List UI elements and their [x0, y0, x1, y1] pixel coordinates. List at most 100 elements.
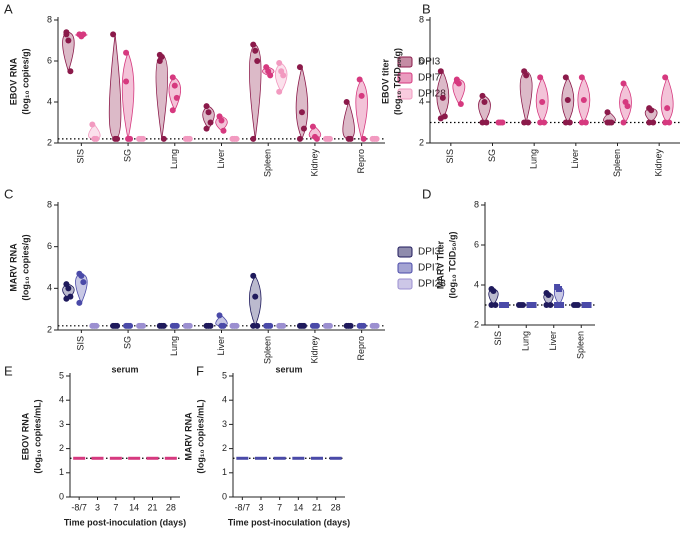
point — [479, 92, 486, 99]
y-label: MARV Titer — [435, 240, 445, 289]
x-tick-label: 21 — [147, 502, 157, 512]
point — [250, 272, 257, 279]
point — [326, 322, 333, 329]
panel-label: F — [196, 363, 204, 378]
x-tick-label: 21 — [312, 502, 322, 512]
point — [437, 115, 444, 122]
violin — [108, 34, 122, 140]
y-tick-label: 3 — [59, 419, 64, 429]
point — [556, 286, 563, 292]
point — [360, 135, 367, 142]
legend-label: DPI7 — [418, 263, 441, 274]
x-tick-label: Spleen — [576, 331, 586, 359]
point — [169, 74, 176, 81]
point — [123, 78, 130, 85]
x-tick-label: SIS — [493, 331, 503, 346]
point — [93, 322, 100, 329]
point — [186, 322, 193, 329]
point — [78, 272, 85, 279]
point — [662, 74, 669, 81]
y-tick-label: 0 — [59, 491, 64, 501]
point — [233, 322, 240, 329]
point — [110, 31, 117, 38]
point — [313, 322, 320, 329]
point — [207, 322, 214, 329]
point — [254, 58, 261, 64]
y-tick-label: 6 — [47, 241, 52, 251]
point — [203, 103, 210, 110]
point — [503, 302, 510, 308]
point — [439, 94, 446, 101]
y-tick-label: 5 — [59, 370, 64, 380]
point — [276, 88, 283, 95]
point — [80, 279, 87, 286]
point — [479, 119, 486, 126]
point — [76, 299, 83, 306]
x-tick-label: SIS — [445, 149, 455, 164]
point — [220, 322, 227, 329]
point — [313, 135, 320, 142]
violin — [155, 54, 169, 139]
point — [537, 74, 544, 81]
x-tick-label: Lung — [521, 331, 531, 351]
point — [604, 119, 611, 126]
point — [347, 135, 354, 142]
point — [580, 96, 587, 103]
point — [585, 302, 592, 308]
point — [554, 302, 561, 308]
point — [114, 135, 121, 142]
x-tick-label: Repro — [356, 336, 366, 361]
y-tick-label: 8 — [47, 199, 52, 209]
legend-label: DPI3 — [418, 57, 441, 68]
x-tick-label: SIS — [76, 149, 86, 164]
point — [490, 288, 497, 294]
point — [298, 109, 305, 116]
y-tick-label: 2 — [222, 443, 227, 453]
legend-swatch — [397, 278, 413, 290]
point — [220, 127, 227, 134]
point — [65, 37, 72, 44]
point — [252, 47, 259, 54]
point — [578, 119, 585, 126]
point — [488, 302, 495, 308]
x-tick-label: 14 — [129, 502, 139, 512]
point — [521, 119, 528, 126]
y-tick-label: 2 — [47, 324, 52, 334]
x-tick-label: Kidney — [654, 149, 664, 177]
legend-swatch — [397, 262, 413, 274]
point — [216, 312, 223, 319]
y-tick-label: 4 — [47, 283, 52, 293]
point — [373, 322, 380, 329]
y-axis-title: MARV RNA (log₁₀ copies/g) — [8, 234, 30, 300]
point — [662, 119, 669, 126]
y-label: EBOV RNA — [8, 57, 18, 105]
point — [160, 135, 167, 142]
x-tick-label: 3 — [95, 502, 100, 512]
y-axis-title: MARV RNA (log₁₀ copies/mL) — [183, 399, 205, 473]
legend-label: DPI3 — [418, 247, 441, 258]
point — [140, 135, 147, 142]
violin — [660, 76, 674, 124]
x-tick-label: Lung — [169, 336, 179, 356]
y-label-unit: (log₁₀ copies/mL) — [32, 399, 42, 473]
legend-label: DPI28 — [418, 279, 446, 290]
point — [574, 302, 581, 308]
point — [457, 101, 464, 108]
x-tick-label: SG — [122, 336, 132, 349]
point — [205, 109, 212, 116]
y-axis-title: MARV Titer (log₁₀ TCID₅₀/g) — [435, 232, 457, 299]
point — [523, 72, 530, 79]
point — [562, 119, 569, 126]
point — [624, 103, 631, 110]
y-tick-label: 6 — [474, 239, 479, 249]
y-tick-label: 1 — [59, 467, 64, 477]
point — [437, 68, 444, 75]
point — [267, 72, 274, 79]
x-tick-label: 28 — [331, 502, 341, 512]
point — [276, 60, 283, 67]
point — [343, 99, 350, 105]
point — [578, 74, 585, 81]
x-tick-label: Liver — [216, 149, 226, 169]
y-tick-label: 4 — [47, 96, 52, 106]
